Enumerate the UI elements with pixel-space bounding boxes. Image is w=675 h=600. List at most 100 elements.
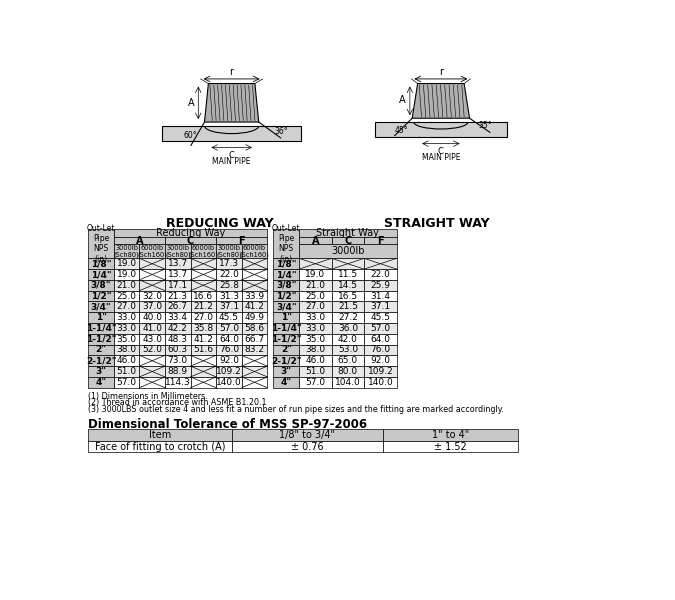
Bar: [190, 290, 216, 301]
Bar: [190, 269, 216, 280]
Bar: [364, 323, 397, 334]
Bar: [216, 312, 242, 323]
Bar: [242, 323, 267, 334]
Bar: [364, 366, 397, 377]
Bar: [140, 269, 165, 280]
Bar: [114, 229, 267, 237]
Text: (2) Thread in accordance with ASME B1.20.1: (2) Thread in accordance with ASME B1.20…: [88, 398, 267, 407]
Bar: [242, 301, 267, 312]
Text: 41.2: 41.2: [194, 335, 213, 344]
Text: 6000lb
(Sch160): 6000lb (Sch160): [137, 245, 167, 258]
Bar: [140, 366, 165, 377]
Bar: [190, 334, 216, 344]
Text: 19.0: 19.0: [305, 270, 325, 279]
Bar: [299, 244, 397, 259]
Text: 46.0: 46.0: [305, 356, 325, 365]
Bar: [299, 323, 331, 334]
Bar: [88, 280, 114, 290]
Bar: [190, 280, 216, 290]
Text: 27.0: 27.0: [193, 313, 213, 322]
Text: 35.0: 35.0: [305, 335, 325, 344]
Bar: [165, 334, 190, 344]
Text: 41.2: 41.2: [244, 302, 265, 311]
Bar: [190, 355, 216, 366]
Text: 33.4: 33.4: [168, 313, 188, 322]
Text: ± 1.52: ± 1.52: [434, 442, 467, 452]
Text: 17.1: 17.1: [167, 281, 188, 290]
Text: 13.7: 13.7: [167, 270, 188, 279]
Text: STRAIGHT WAY: STRAIGHT WAY: [384, 217, 490, 230]
Text: 25.0: 25.0: [305, 292, 325, 301]
Text: 3/8": 3/8": [276, 281, 296, 290]
Text: 64.0: 64.0: [219, 335, 239, 344]
Bar: [383, 441, 518, 452]
Bar: [299, 269, 331, 280]
Text: 1-1/4": 1-1/4": [86, 324, 116, 333]
Bar: [364, 355, 397, 366]
Text: 37.1: 37.1: [371, 302, 390, 311]
Text: 53.0: 53.0: [338, 346, 358, 355]
Text: 19.0: 19.0: [117, 270, 136, 279]
Bar: [299, 229, 397, 237]
Bar: [364, 334, 397, 344]
Text: MAIN PIPE: MAIN PIPE: [213, 157, 251, 166]
Bar: [140, 334, 165, 344]
Bar: [165, 280, 190, 290]
Bar: [242, 280, 267, 290]
Bar: [114, 334, 140, 344]
Bar: [331, 237, 364, 244]
Text: 76.0: 76.0: [371, 346, 390, 355]
Text: 1": 1": [96, 313, 107, 322]
Bar: [273, 229, 299, 259]
Bar: [190, 323, 216, 334]
Bar: [364, 269, 397, 280]
Bar: [273, 280, 299, 290]
Text: Straight Way: Straight Way: [317, 228, 379, 238]
Bar: [162, 126, 301, 141]
Text: 40.0: 40.0: [142, 313, 162, 322]
Bar: [216, 377, 242, 388]
Text: 51.6: 51.6: [193, 346, 213, 355]
Text: 64.0: 64.0: [371, 335, 390, 344]
Bar: [232, 429, 383, 441]
Text: 38.0: 38.0: [117, 346, 136, 355]
Bar: [299, 301, 331, 312]
Bar: [242, 244, 267, 259]
Text: C: C: [187, 236, 194, 245]
Text: 1/8" to 3/4": 1/8" to 3/4": [279, 430, 335, 440]
Bar: [190, 301, 216, 312]
Text: 13.7: 13.7: [167, 259, 188, 268]
Text: (1) Dimensions in Millimeters.: (1) Dimensions in Millimeters.: [88, 392, 208, 401]
Bar: [331, 355, 364, 366]
Text: 1/8": 1/8": [276, 259, 296, 268]
Text: A: A: [312, 236, 319, 245]
Text: 57.0: 57.0: [117, 378, 136, 387]
Bar: [88, 301, 114, 312]
Text: 1-1/4": 1-1/4": [271, 324, 302, 333]
Bar: [114, 244, 140, 259]
Text: F: F: [238, 236, 245, 245]
Text: 25.9: 25.9: [371, 281, 390, 290]
Text: 52.0: 52.0: [142, 346, 162, 355]
Text: 33.0: 33.0: [117, 324, 136, 333]
Text: 1/2": 1/2": [276, 292, 296, 301]
Text: 1-1/2": 1-1/2": [271, 335, 302, 344]
Bar: [216, 290, 242, 301]
Text: 27.0: 27.0: [117, 302, 136, 311]
Text: F: F: [377, 236, 383, 245]
Bar: [364, 377, 397, 388]
Text: 3000lb: 3000lb: [331, 247, 365, 256]
Bar: [190, 244, 216, 259]
Bar: [88, 312, 114, 323]
Text: Out-Let
Pipe
NPS
(in): Out-Let Pipe NPS (in): [272, 224, 300, 264]
Text: 21.0: 21.0: [117, 281, 136, 290]
Text: 73.0: 73.0: [167, 356, 188, 365]
Text: 22.0: 22.0: [219, 270, 239, 279]
Text: 45.5: 45.5: [371, 313, 390, 322]
Text: 60°: 60°: [183, 131, 196, 140]
Bar: [216, 244, 242, 259]
Bar: [273, 355, 299, 366]
Text: 83.2: 83.2: [244, 346, 265, 355]
Text: 33.9: 33.9: [244, 292, 265, 301]
Bar: [190, 366, 216, 377]
